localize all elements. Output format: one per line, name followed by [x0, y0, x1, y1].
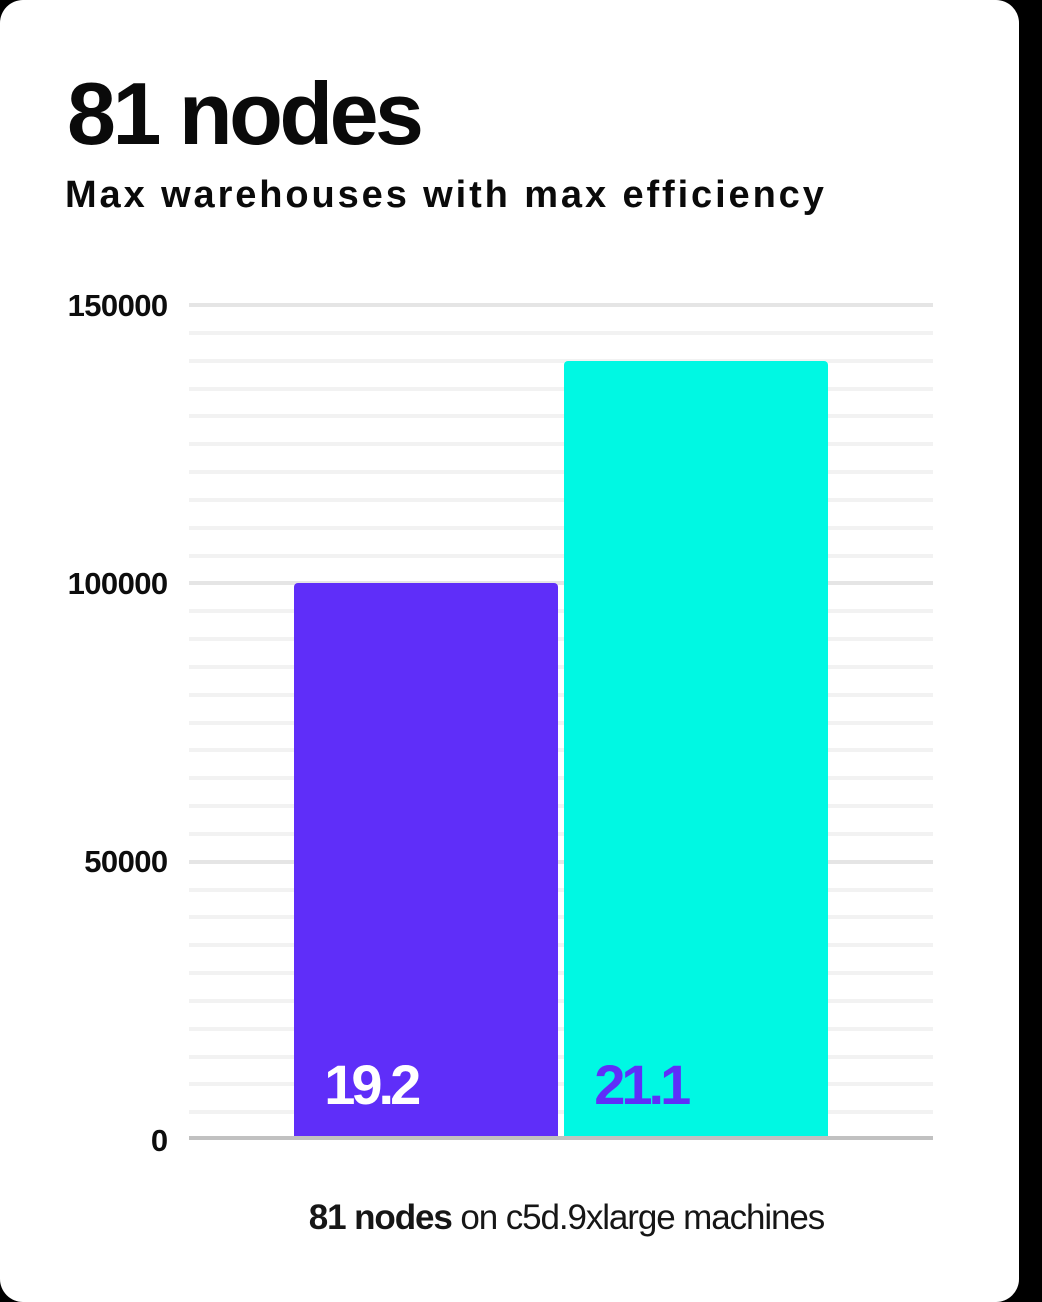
page-title: 81 nodes: [67, 64, 424, 163]
chart-caption: 81 nodes on c5d.9xlarge machines: [0, 1198, 1042, 1238]
y-tick-label: 50000: [84, 844, 168, 880]
minor-gridline: [189, 776, 933, 781]
minor-gridline: [189, 330, 933, 335]
minor-gridline: [189, 553, 933, 558]
major-gridline: [189, 581, 933, 586]
minor-gridline: [189, 1054, 933, 1059]
page-subtitle: Max warehouses with max efficiency: [65, 174, 827, 216]
minor-gridline: [189, 414, 933, 419]
minor-gridline: [189, 442, 933, 447]
minor-gridline: [189, 358, 933, 363]
minor-gridline: [189, 497, 933, 502]
chart-card: 81 nodes Max warehouses with max efficie…: [0, 0, 1019, 1302]
minor-gridline: [189, 1110, 933, 1115]
y-tick-label: 0: [150, 1122, 168, 1158]
minor-gridline: [189, 637, 933, 641]
minor-gridline: [189, 998, 933, 1003]
minor-gridline: [189, 386, 933, 391]
minor-gridline: [189, 831, 933, 836]
bar-value-label: 21.1: [594, 1052, 691, 1116]
minor-gridline: [189, 804, 933, 808]
minor-gridline: [189, 720, 933, 725]
major-gridline: [189, 859, 933, 864]
minor-gridline: [189, 664, 933, 669]
caption-bold: 81 nodes: [308, 1198, 453, 1237]
minor-gridline: [189, 1082, 933, 1087]
minor-gridline: [189, 748, 933, 753]
minor-gridline: [189, 692, 933, 697]
x-axis-line: [189, 1136, 933, 1140]
minor-gridline: [189, 887, 933, 892]
minor-gridline: [189, 609, 933, 614]
bar-chart: 0 50000 100000 150000 19.2 21.1: [67, 287, 933, 1158]
minor-gridline: [189, 1026, 933, 1031]
minor-gridline: [189, 943, 933, 948]
minor-gridline: [189, 470, 933, 474]
y-tick-label: 100000: [67, 565, 168, 601]
minor-gridline: [189, 971, 933, 975]
major-gridline: [189, 303, 933, 307]
minor-gridline: [189, 915, 933, 920]
caption-rest: on c5d.9xlarge machines: [451, 1198, 825, 1237]
minor-gridline: [189, 525, 933, 530]
bar-19.2: 19.2: [294, 583, 558, 1136]
bar-value-label: 19.2: [324, 1052, 421, 1116]
y-tick-label: 150000: [67, 287, 168, 323]
bar-21.1: 21.1: [564, 360, 828, 1136]
